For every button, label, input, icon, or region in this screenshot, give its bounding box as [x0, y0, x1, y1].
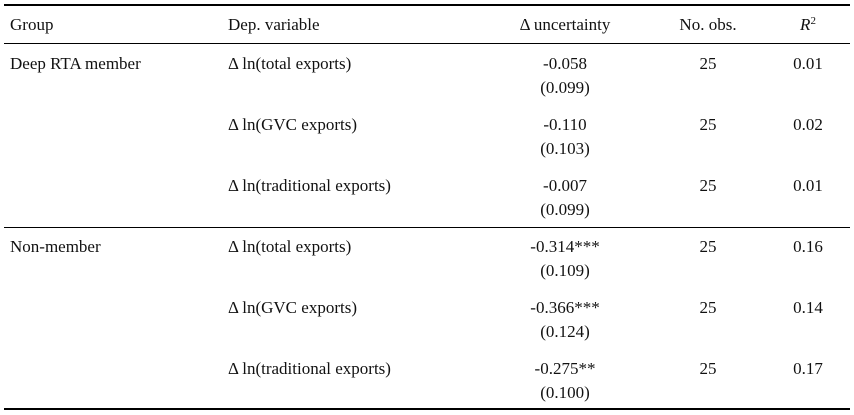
- no-obs-cell: 25: [699, 115, 717, 134]
- header-rule: [4, 43, 850, 44]
- standard-error-cell: (0.109): [540, 261, 590, 280]
- dep-variable-cell: Δ ln(GVC exports): [228, 115, 357, 134]
- r-squared-cell: 0.17: [793, 359, 823, 378]
- bottom-rule: [4, 408, 850, 410]
- coefficient-cell: -0.007: [543, 176, 587, 195]
- top-rule: [4, 4, 850, 6]
- no-obs-cell: 25: [699, 359, 717, 378]
- no-obs-cell: 25: [699, 54, 717, 73]
- header-dep-variable: Dep. variable: [228, 15, 320, 34]
- coefficient-cell: -0.314***: [530, 237, 600, 256]
- dep-variable-cell: Δ ln(total exports): [228, 54, 352, 73]
- r-squared-cell: 0.16: [793, 237, 823, 256]
- r2-base: R: [800, 15, 811, 34]
- dep-variable-cell: Δ ln(traditional exports): [228, 359, 391, 378]
- standard-error-cell: (0.099): [540, 78, 590, 97]
- no-obs-cell: 25: [699, 237, 717, 256]
- r-squared-cell: 0.01: [793, 176, 823, 195]
- coefficient-cell: -0.366***: [530, 298, 600, 317]
- group-label: Non-member: [10, 237, 101, 256]
- coefficient-cell: -0.275**: [534, 359, 596, 378]
- standard-error-cell: (0.124): [540, 322, 590, 341]
- header-no-obs: No. obs.: [679, 15, 737, 34]
- r-squared-cell: 0.02: [793, 115, 823, 134]
- group-divider-rule: [4, 227, 850, 228]
- dep-variable-cell: Δ ln(GVC exports): [228, 298, 357, 317]
- dep-variable-cell: Δ ln(total exports): [228, 237, 352, 256]
- r2-sup: 2: [810, 15, 816, 27]
- no-obs-cell: 25: [699, 298, 717, 317]
- standard-error-cell: (0.100): [540, 383, 590, 402]
- r-squared-cell: 0.14: [793, 298, 823, 317]
- r-squared-cell: 0.01: [793, 54, 823, 73]
- header-uncertainty: Δ uncertainty: [519, 15, 611, 34]
- coefficient-cell: -0.110: [543, 115, 587, 134]
- standard-error-cell: (0.099): [540, 200, 590, 219]
- dep-variable-cell: Δ ln(traditional exports): [228, 176, 391, 195]
- group-label: Deep RTA member: [10, 54, 141, 73]
- standard-error-cell: (0.103): [540, 139, 590, 158]
- coefficient-cell: -0.058: [543, 54, 587, 73]
- header-r-squared: R2: [800, 15, 816, 35]
- header-group: Group: [10, 15, 54, 34]
- no-obs-cell: 25: [699, 176, 717, 195]
